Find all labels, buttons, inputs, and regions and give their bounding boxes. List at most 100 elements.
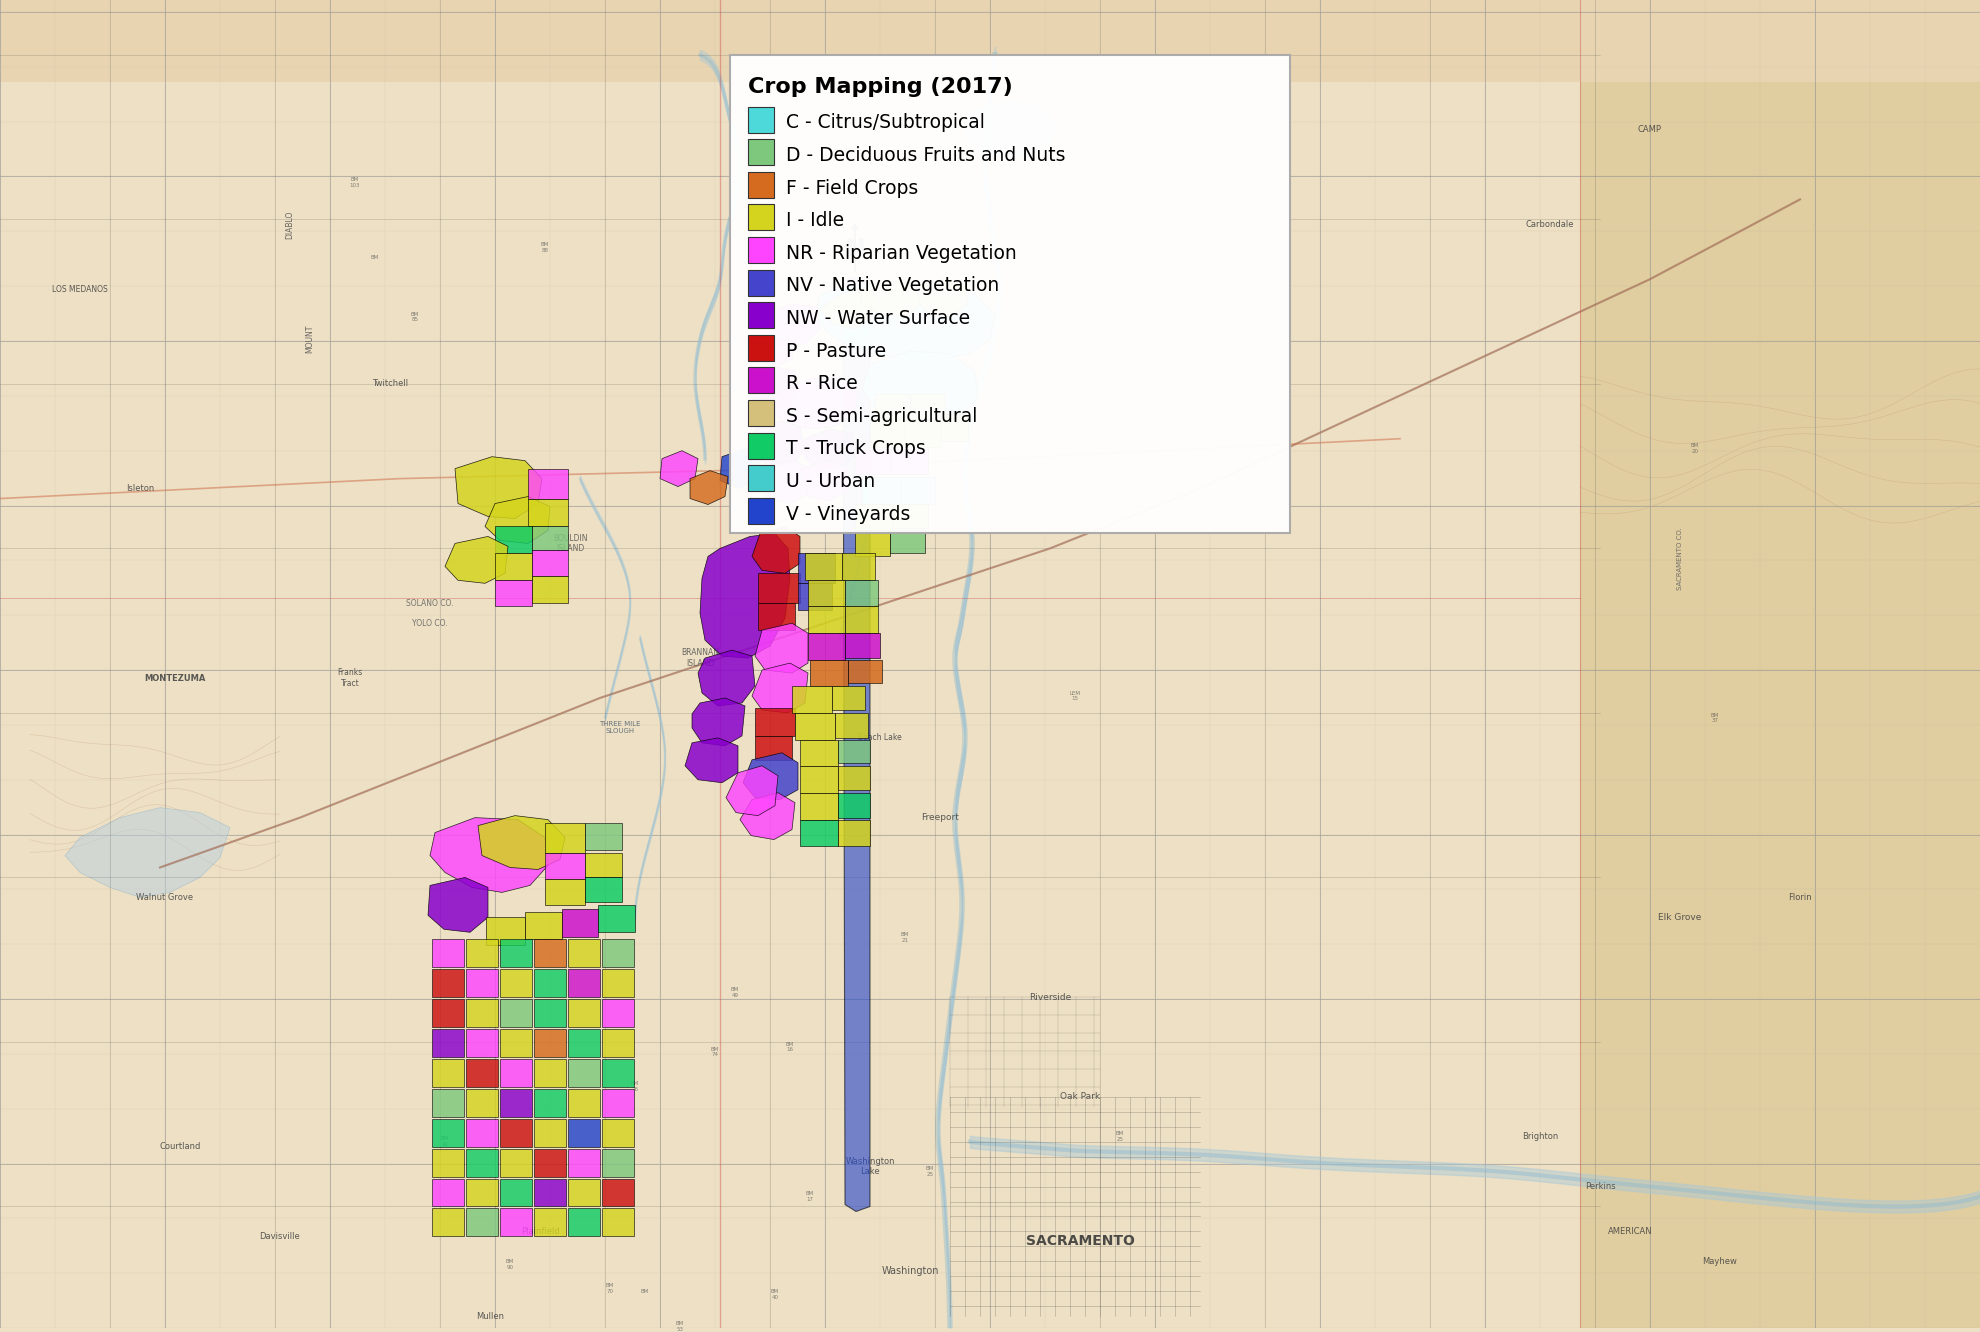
Polygon shape [820, 289, 875, 329]
Bar [465, 1119, 499, 1147]
Text: Brighton: Brighton [1523, 1132, 1558, 1142]
Bar [598, 906, 636, 932]
Text: MONTEZUMA: MONTEZUMA [145, 674, 206, 682]
Bar [800, 739, 838, 766]
Bar [432, 999, 463, 1027]
Bar [501, 1059, 533, 1087]
Text: BM
16: BM 16 [786, 1042, 794, 1052]
Polygon shape [758, 461, 810, 503]
Text: Washington: Washington [881, 1267, 939, 1276]
Bar [731, 55, 1291, 533]
Bar [847, 661, 881, 683]
Bar [501, 970, 533, 998]
Polygon shape [741, 793, 796, 839]
Bar [754, 707, 796, 735]
Bar [0, 0, 1580, 1328]
Polygon shape [843, 277, 869, 1212]
Bar [495, 581, 533, 606]
Bar [568, 999, 600, 1027]
Bar [911, 394, 944, 418]
Bar [748, 269, 774, 296]
Text: D - Deciduous Fruits and Nuts: D - Deciduous Fruits and Nuts [786, 147, 1065, 165]
Bar [748, 400, 774, 426]
Polygon shape [752, 663, 808, 713]
Text: Plainfield: Plainfield [521, 1227, 560, 1236]
Bar [602, 1119, 634, 1147]
Text: NV - Native Vegetation: NV - Native Vegetation [786, 277, 1000, 296]
Text: SACRAMENTO CO.: SACRAMENTO CO. [1677, 527, 1683, 590]
Bar [602, 999, 634, 1027]
Bar [792, 686, 832, 713]
Bar [535, 999, 566, 1027]
Bar [568, 970, 600, 998]
Text: BM
85: BM 85 [412, 312, 420, 322]
Text: BM
20: BM 20 [1691, 444, 1699, 454]
Bar [748, 368, 774, 393]
Text: BM
70: BM 70 [606, 1283, 614, 1293]
Bar [869, 418, 905, 446]
Bar [544, 879, 584, 906]
Bar [533, 526, 568, 550]
Polygon shape [742, 753, 798, 799]
Bar [568, 1059, 600, 1087]
Bar [535, 1148, 566, 1176]
Text: AMERICAN: AMERICAN [1608, 1227, 1653, 1236]
Polygon shape [816, 282, 996, 358]
Polygon shape [752, 421, 806, 466]
Bar [432, 970, 463, 998]
Text: P - Pasture: P - Pasture [786, 342, 887, 361]
Polygon shape [859, 281, 921, 317]
Text: N: N [845, 237, 865, 261]
Bar [535, 1059, 566, 1087]
Bar [796, 713, 836, 739]
Bar [748, 237, 774, 262]
Polygon shape [861, 350, 978, 424]
Text: Carbondale: Carbondale [1527, 220, 1574, 229]
Text: BM
25: BM 25 [1117, 1131, 1125, 1142]
Text: LOS MEDANOS: LOS MEDANOS [51, 285, 107, 293]
Text: Elk Grove: Elk Grove [1659, 912, 1701, 922]
Bar [465, 1088, 499, 1116]
Bar [525, 912, 562, 939]
Bar [465, 970, 499, 998]
Bar [855, 530, 889, 557]
Text: Perkins: Perkins [1584, 1181, 1616, 1191]
Bar [832, 686, 865, 710]
Text: SACRAMENTO: SACRAMENTO [1026, 1235, 1135, 1248]
Bar [889, 530, 925, 553]
Bar [838, 739, 869, 763]
Text: Crop Mapping (2017): Crop Mapping (2017) [748, 77, 1012, 97]
Bar [845, 606, 877, 633]
Text: I - Idle: I - Idle [786, 212, 843, 230]
Text: Oak Park: Oak Park [1059, 1092, 1101, 1102]
Text: C - Citrus/Subtropical: C - Citrus/Subtropical [786, 113, 984, 132]
Bar [568, 1030, 600, 1056]
Bar [432, 1030, 463, 1056]
Bar [432, 939, 463, 967]
Bar [810, 661, 847, 686]
Bar [535, 970, 566, 998]
Bar [798, 553, 836, 583]
Bar [808, 606, 845, 633]
Bar [465, 999, 499, 1027]
Text: BM: BM [370, 254, 378, 260]
Text: Walnut Grove: Walnut Grove [137, 892, 194, 902]
Bar [535, 1208, 566, 1236]
Bar [584, 823, 622, 850]
Bar [535, 1030, 566, 1056]
Text: Twitchell: Twitchell [372, 380, 408, 389]
Ellipse shape [964, 103, 1055, 157]
Polygon shape [800, 461, 847, 501]
Text: Beach Lake: Beach Lake [857, 734, 901, 742]
Text: MOUNT: MOUNT [305, 325, 315, 353]
Text: Mayhew: Mayhew [1703, 1257, 1736, 1265]
Text: Florin: Florin [1788, 892, 1812, 902]
Bar [529, 469, 568, 498]
Text: BM
76: BM 76 [632, 1082, 640, 1092]
Bar [748, 433, 774, 458]
Bar [529, 498, 568, 526]
Text: T - Truck Crops: T - Truck Crops [786, 440, 927, 458]
Text: S - Semi-agricultural: S - Semi-agricultural [786, 406, 978, 426]
Polygon shape [477, 815, 564, 870]
Bar [893, 503, 929, 529]
